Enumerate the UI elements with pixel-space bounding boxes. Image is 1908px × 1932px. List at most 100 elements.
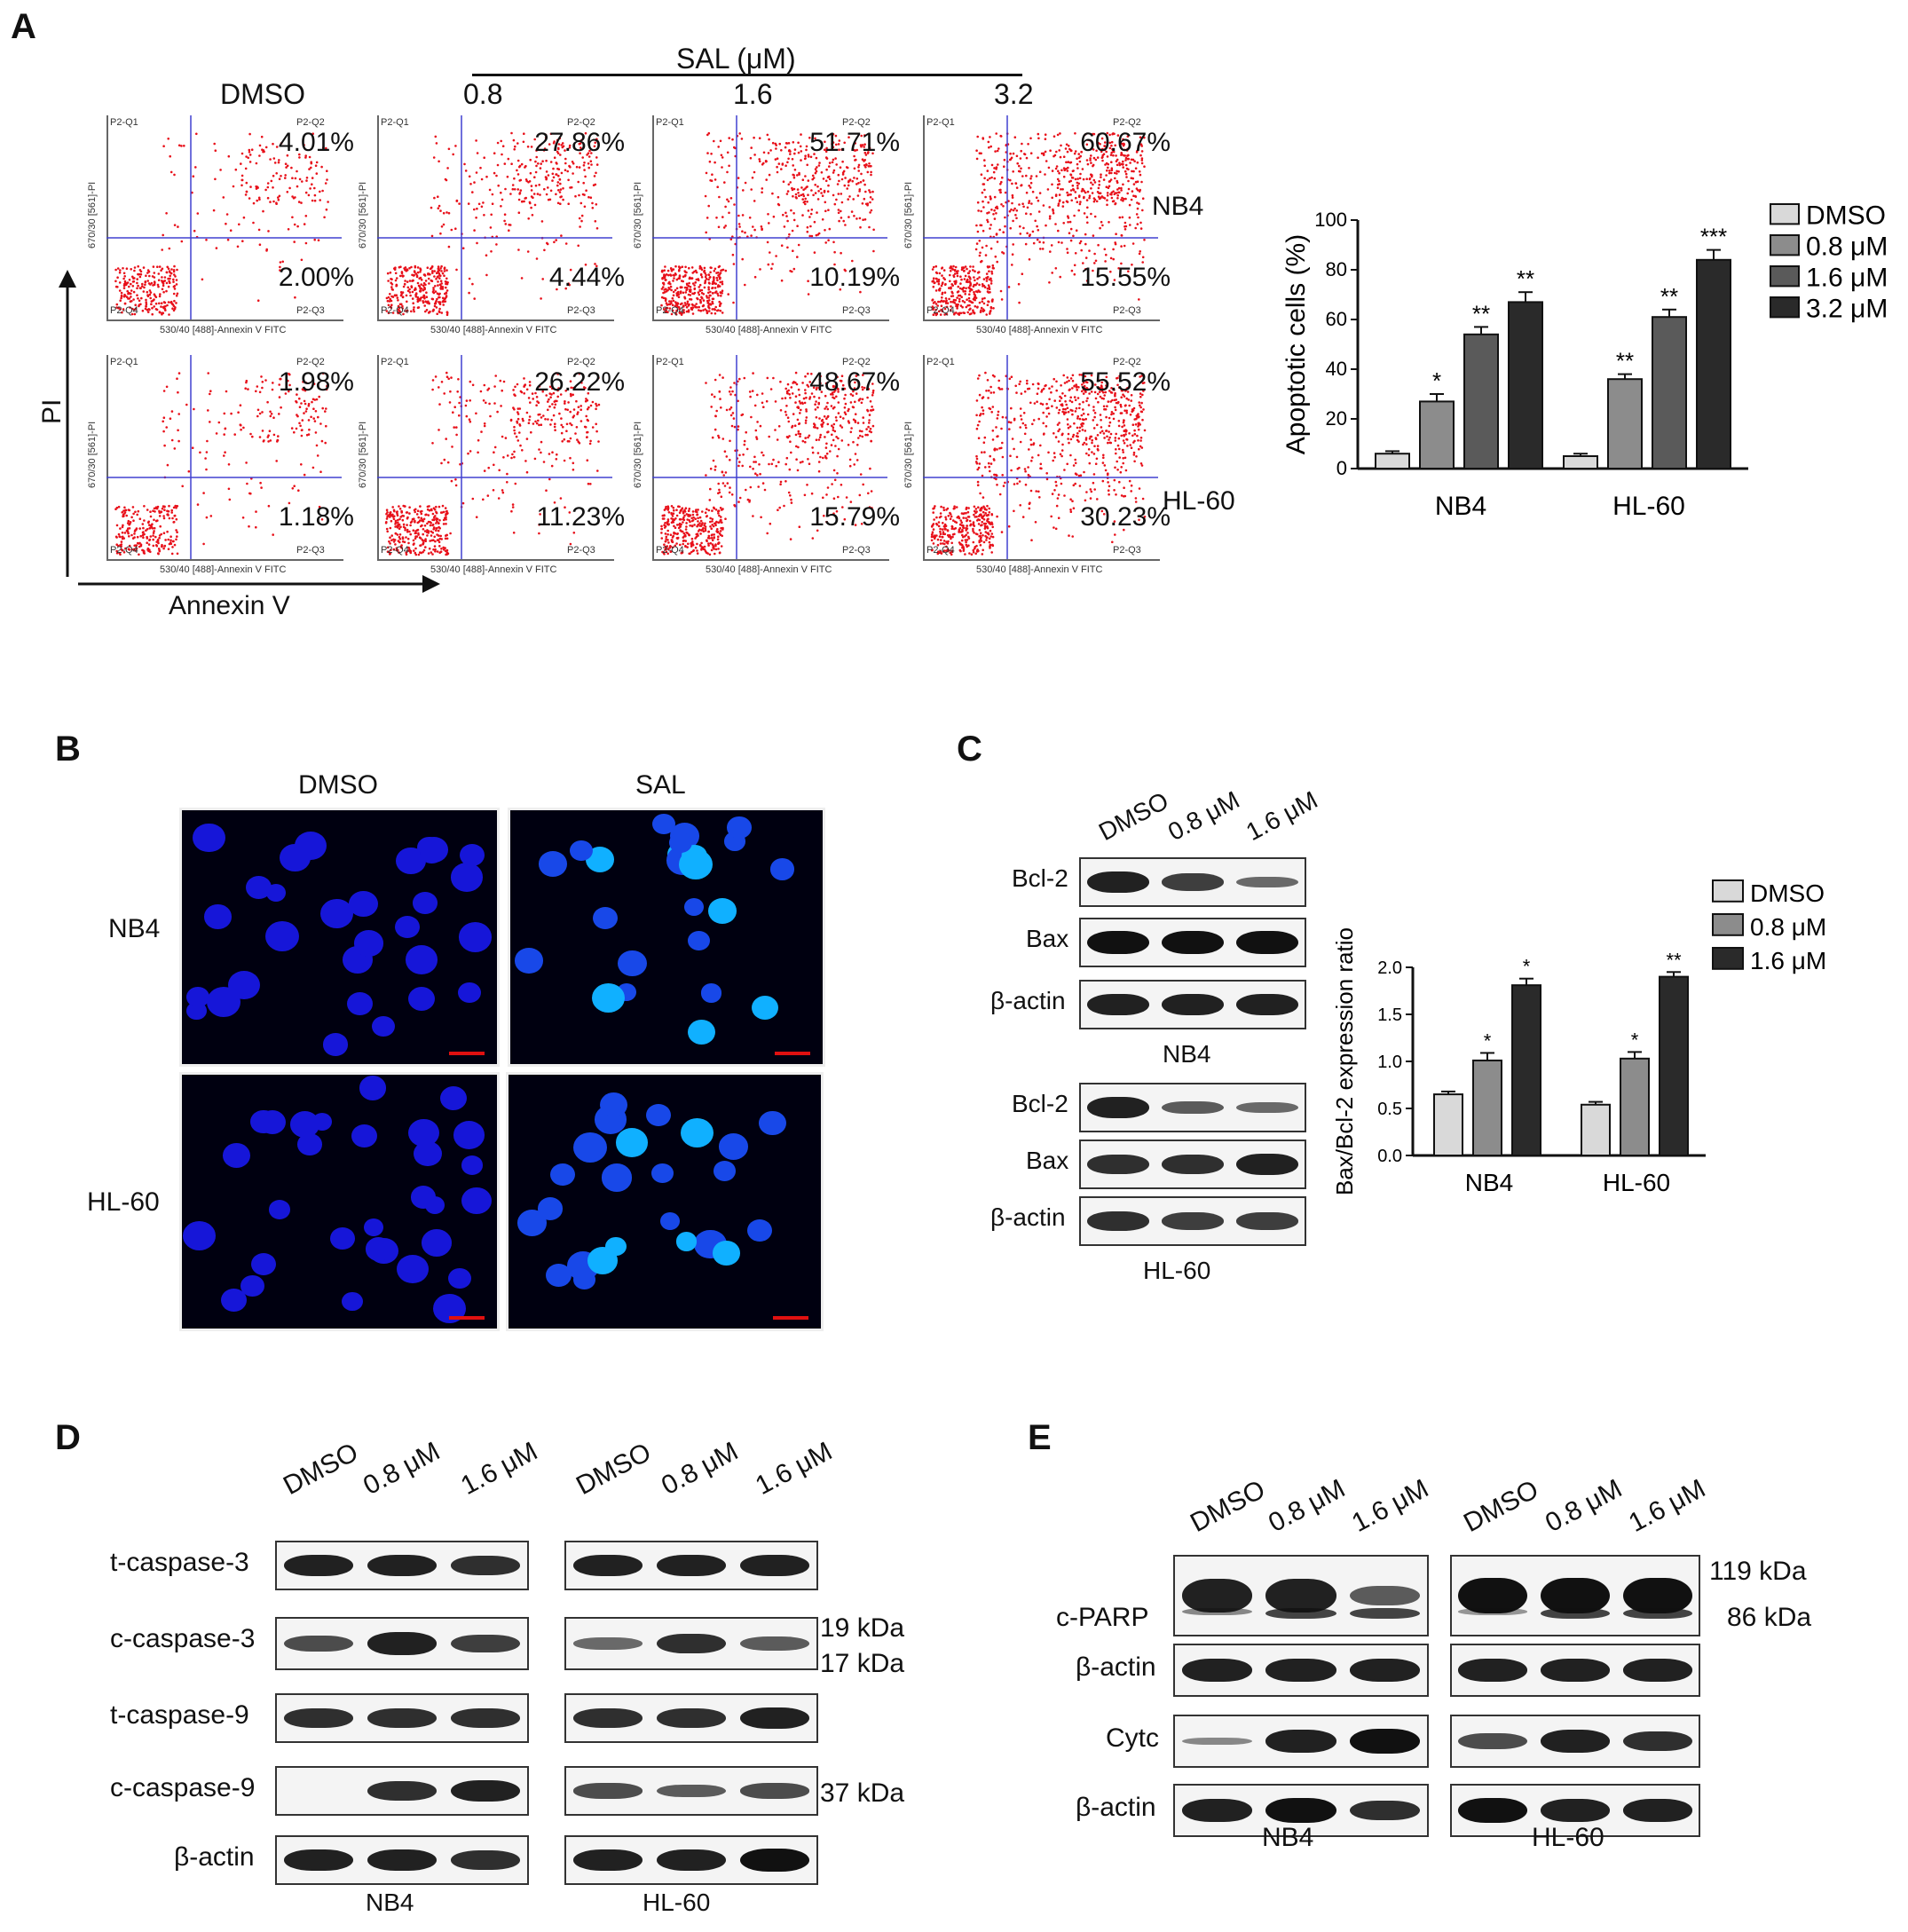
upper-right-percent: 1.98%	[278, 367, 354, 397]
nucleus	[245, 876, 272, 900]
x-axis-annexin: Annexin V	[169, 591, 290, 620]
legend-swatch	[1770, 203, 1800, 225]
band	[739, 1636, 810, 1651]
y-tick-label: 2.0	[1377, 958, 1402, 978]
bar	[1511, 984, 1541, 1156]
band	[656, 1708, 727, 1728]
legend-swatch	[1770, 234, 1800, 256]
col-label-0.8: 0.8	[463, 78, 503, 110]
blot-β-actin	[1079, 1196, 1306, 1246]
protein-label: c-caspase-9	[110, 1773, 256, 1802]
band	[1086, 1211, 1150, 1231]
flow-plot: P2-Q1 P2-Q2 P2-Q3 P2-Q4 1.98% 1.18% 530/40 [48…	[87, 355, 354, 575]
nucleus	[347, 992, 374, 1016]
category-label: NB4	[1435, 492, 1486, 521]
significance-mark: *	[1432, 367, 1441, 394]
y-tick-label: 0.0	[1377, 1147, 1402, 1166]
quadrant-label: P2-Q3	[1113, 545, 1141, 556]
band	[1235, 931, 1299, 954]
band	[1161, 873, 1225, 891]
nucleus	[450, 863, 484, 893]
category-label: HL-60	[1612, 492, 1685, 521]
band	[1458, 1732, 1528, 1750]
significance-mark: *	[1484, 1029, 1492, 1052]
band	[367, 1781, 438, 1801]
y-tick-label: 1.5	[1377, 1005, 1402, 1025]
band	[1458, 1577, 1528, 1614]
band	[450, 1708, 521, 1728]
band-86kda	[1181, 1608, 1253, 1616]
nucleus	[587, 1247, 619, 1274]
nucleus	[193, 823, 225, 853]
band	[1086, 994, 1150, 1015]
quadrant-label: P2-Q3	[567, 305, 595, 316]
band	[1349, 1659, 1421, 1682]
band-86kda	[1622, 1608, 1692, 1620]
band	[1235, 994, 1299, 1015]
upper-right-percent: 27.86%	[534, 128, 625, 157]
band	[283, 1708, 354, 1728]
flow-x-axis-label: 530/40 [488]-Annexin V FITC	[160, 325, 287, 335]
nucleus	[618, 950, 647, 977]
y-tick-label: 20	[1326, 407, 1347, 430]
band	[1235, 1101, 1299, 1114]
band	[1458, 1798, 1528, 1823]
flow-scatter	[377, 115, 612, 319]
flow-scatter	[106, 355, 342, 559]
band	[1265, 1579, 1336, 1613]
nucleus	[351, 1124, 378, 1148]
nucleus	[459, 922, 493, 952]
micrograph	[506, 1072, 824, 1331]
blot-nb4-t-caspase-9	[275, 1693, 529, 1743]
flow-plot: P2-Q1 P2-Q2 P2-Q3 P2-Q4 26.22% 11.23% 530/40 […	[358, 355, 625, 575]
micrograph	[508, 808, 825, 1067]
band	[450, 1556, 521, 1575]
flow-plot-frame	[923, 355, 1160, 561]
nucleus	[222, 1143, 250, 1168]
bar	[1659, 975, 1689, 1156]
apoptosis-bar-chart: 020406080100*****NB4*******HL-60Apoptoti…	[1281, 201, 1888, 521]
band	[450, 1850, 521, 1870]
nucleus	[240, 1274, 264, 1297]
y-tick-label: 1.0	[1377, 1053, 1402, 1072]
band	[1235, 876, 1299, 888]
nucleus	[396, 1254, 429, 1283]
band	[1161, 931, 1225, 954]
axis-arrows	[59, 270, 440, 593]
band	[572, 1555, 643, 1576]
col-label-1.6: 1.6	[733, 78, 773, 110]
flow-scatter	[923, 355, 1158, 559]
quadrant-label: P2-Q1	[926, 357, 955, 367]
flow-plot: P2-Q1 P2-Q2 P2-Q3 P2-Q4 4.01% 2.00% 530/40 [48…	[87, 115, 354, 335]
kda-19: 19 kDa	[820, 1613, 905, 1643]
protein-label: β-actin	[1076, 1793, 1156, 1822]
band	[739, 1849, 810, 1872]
flow-y-axis-label: 670/30 [561]-PI	[358, 181, 368, 248]
nucleus	[461, 1187, 492, 1215]
flow-x-axis-label: 530/40 [488]-Annexin V FITC	[430, 564, 557, 575]
lower-right-percent: 30.23%	[1080, 502, 1171, 532]
nucleus	[651, 1163, 674, 1184]
flow-x-axis-label: 530/40 [488]-Annexin V FITC	[976, 325, 1103, 335]
panel-label-a: A	[11, 7, 36, 46]
nucleus	[675, 1232, 698, 1251]
legend-label: 0.8 μM	[1750, 913, 1826, 941]
band	[1541, 1659, 1610, 1682]
sal-label: SAL (μM)	[676, 43, 796, 75]
nucleus	[688, 1020, 716, 1045]
d-hl60-lane-dmso: DMSO	[572, 1437, 656, 1502]
protein-label: β-actin	[990, 987, 1066, 1014]
bar	[1652, 316, 1687, 469]
kda-86: 86 kDa	[1727, 1603, 1812, 1632]
band	[367, 1708, 438, 1728]
nucleus	[405, 945, 438, 974]
blot-nb4-parp	[1173, 1555, 1429, 1636]
quadrant-label: P2-Q2	[1113, 117, 1141, 128]
blot-nb4-t-caspase-3	[275, 1541, 529, 1590]
legend-swatch	[1712, 947, 1744, 970]
quadrant-label: P2-Q1	[110, 357, 138, 367]
quadrant-label: P2-Q4	[656, 545, 684, 556]
legend-label: 1.6 μM	[1750, 947, 1826, 974]
significance-mark: **	[1616, 348, 1634, 375]
nucleus	[660, 1212, 681, 1230]
